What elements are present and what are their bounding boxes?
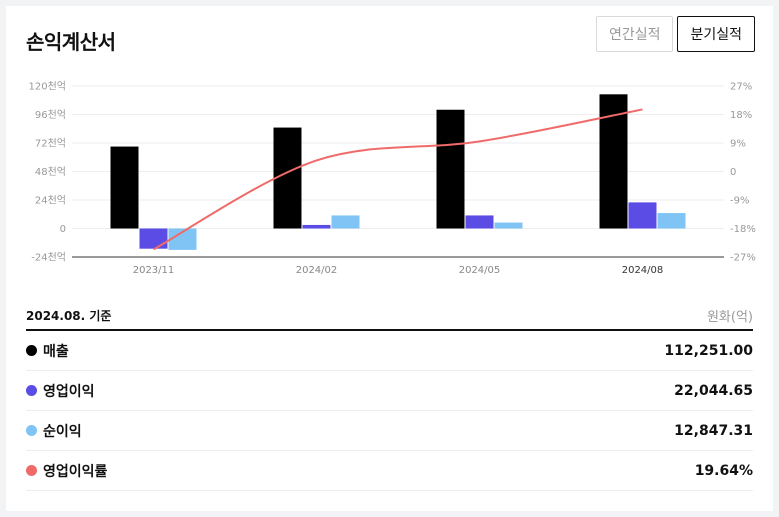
- y-right-tick-label: 27%: [730, 82, 752, 93]
- summary-base-date: 2024.08. 기준: [26, 308, 112, 323]
- summary-value: 19.64%: [694, 462, 753, 479]
- bar: [436, 109, 465, 229]
- bar: [110, 146, 139, 229]
- x-tick-label: 2024/05: [459, 265, 501, 276]
- y-left-tick-label: -24천억: [31, 252, 66, 264]
- legend-dot: [26, 385, 37, 396]
- y-left-tick-label: 0: [60, 224, 66, 235]
- y-left-tick-label: 120천억: [29, 81, 67, 93]
- legend-dot: [26, 425, 37, 436]
- summary-label: 매출: [43, 343, 69, 360]
- y-right-tick-label: 0: [730, 167, 736, 178]
- bar: [657, 213, 686, 229]
- income-statement-card: 손익계산서 연간실적 분기실적 120천억 96천억 72천억 48천억 24천억 0 -2…: [6, 6, 773, 511]
- summary-value: 22,044.65: [674, 382, 753, 399]
- y-right-tick-label: -9%: [730, 196, 749, 207]
- tab-quarterly[interactable]: 분기실적: [677, 16, 755, 52]
- y-left-tick-label: 24천억: [35, 195, 66, 207]
- x-tick-label: 2024/08: [622, 265, 664, 276]
- bar: [139, 228, 168, 249]
- bar: [168, 228, 197, 250]
- summary-label: 영업이익: [43, 383, 95, 400]
- summary-row-net-income: 순이익 12,847.31: [26, 411, 753, 451]
- bar: [273, 127, 302, 229]
- summary-row-operating-margin: 영업이익률 19.64%: [26, 451, 753, 491]
- y-left-tick-label: 96천억: [35, 109, 66, 121]
- y-right-tick-label: -27%: [730, 253, 756, 264]
- summary-value: 112,251.00: [664, 342, 753, 359]
- income-chart: 120천억 96천억 72천억 48천억 24천억 0 -24천억 27% 18% 9% 0 -9% -…: [29, 81, 756, 277]
- summary-list: 매출 112,251.00 영업이익 22,044.65 순이익 12,847.…: [26, 331, 753, 491]
- bar: [494, 222, 523, 229]
- tab-annual[interactable]: 연간실적: [595, 16, 674, 52]
- bar: [628, 202, 657, 229]
- summary-row-revenue: 매출 112,251.00: [26, 331, 753, 371]
- legend-dot: [26, 345, 37, 356]
- summary-value: 12,847.31: [674, 422, 753, 439]
- summary-label: 영업이익률: [43, 463, 108, 480]
- summary-label: 순이익: [43, 423, 82, 440]
- y-left-tick-label: 48천억: [35, 166, 66, 178]
- bar: [331, 215, 360, 229]
- y-left-tick-label: 72천억: [35, 138, 66, 150]
- summary-row-operating-profit: 영업이익 22,044.65: [26, 371, 753, 411]
- y-right-tick-label: 18%: [730, 110, 752, 121]
- page-title: 손익계산서: [26, 30, 116, 54]
- bar: [302, 224, 331, 229]
- x-tick-label: 2024/02: [296, 265, 338, 276]
- bar: [465, 215, 494, 229]
- summary-header: 2024.08. 기준 원화(억): [26, 301, 753, 331]
- summary-unit: 원화(억): [706, 309, 753, 325]
- y-right-tick-label: -18%: [730, 224, 756, 235]
- period-tabs: 연간실적 분기실적: [595, 16, 755, 52]
- y-right-tick-label: 9%: [730, 139, 746, 150]
- x-tick-label: 2023/11: [133, 265, 175, 276]
- margin-line: [153, 108, 643, 251]
- legend-dot: [26, 465, 37, 476]
